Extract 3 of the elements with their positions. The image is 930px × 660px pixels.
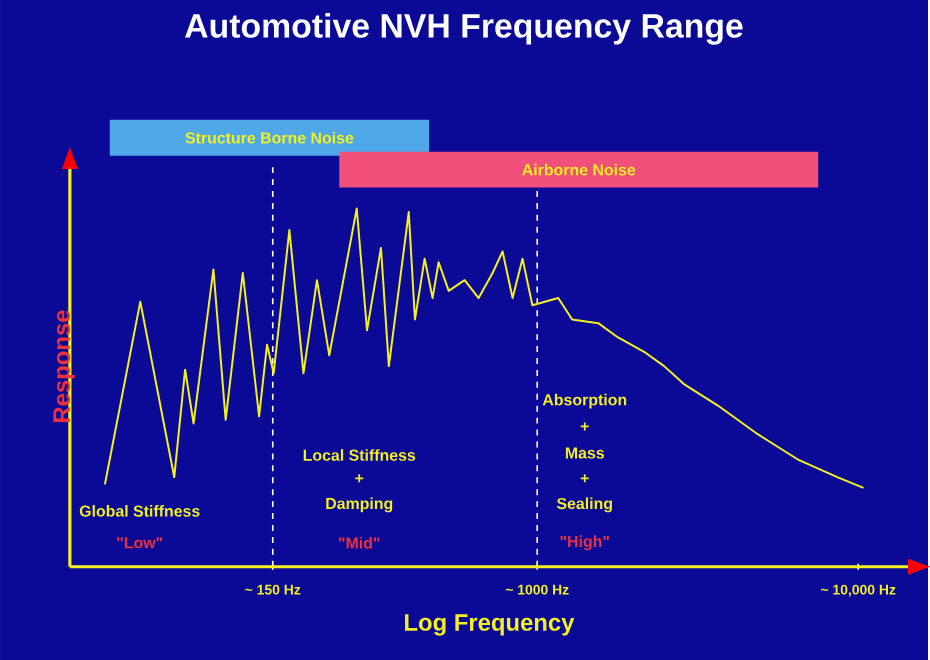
chart-title: Automotive NVH Frequency Range	[185, 12, 743, 45]
y-axis-title: Response	[53, 310, 75, 422]
x-axis-title: Log Frequency	[405, 613, 575, 636]
